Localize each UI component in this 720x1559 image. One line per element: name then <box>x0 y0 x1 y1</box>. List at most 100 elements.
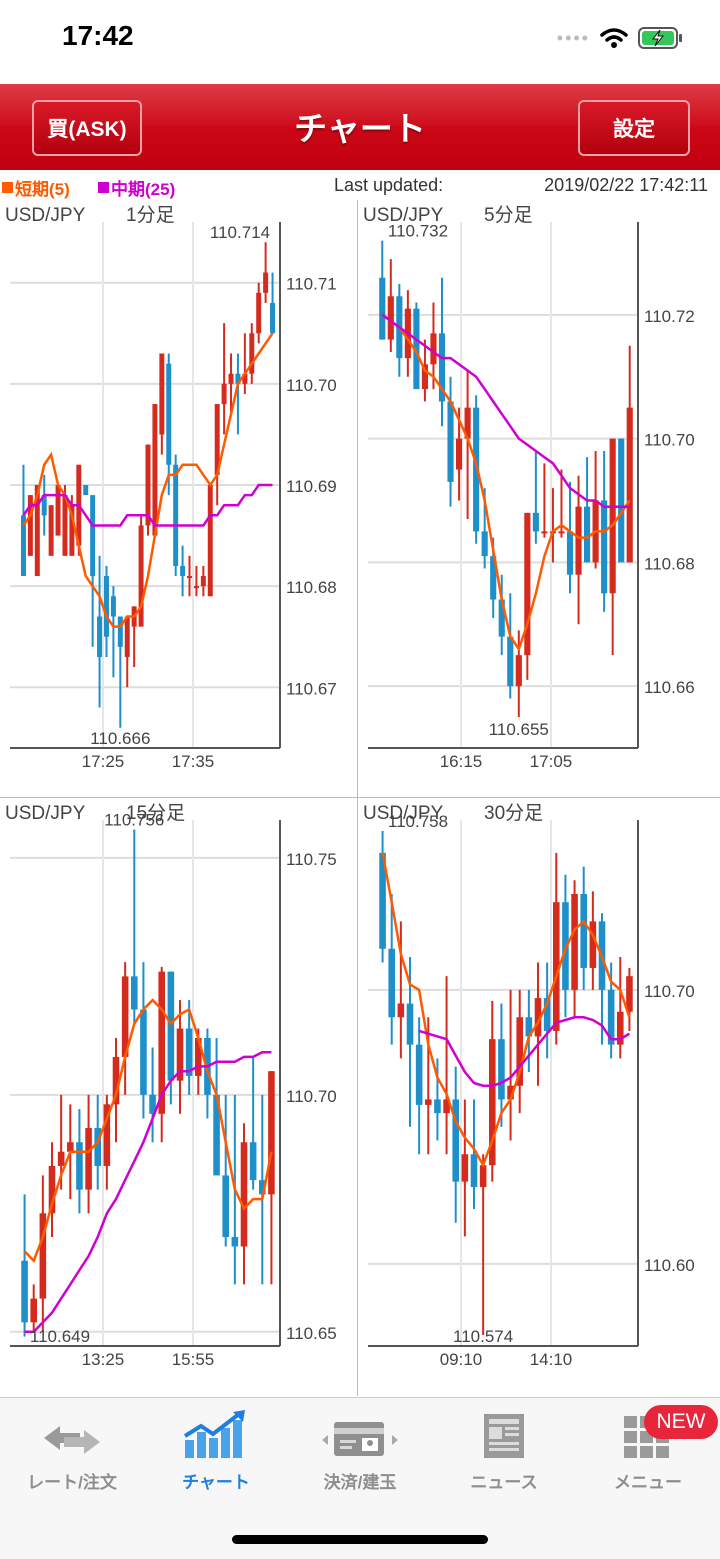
candle-body <box>421 364 429 390</box>
chart-panel-30min[interactable]: 110.70 110.60 09:10 14:10 USD/JPY 30分足 110.758… <box>358 798 716 1396</box>
y-tick-label: 110.75 <box>286 850 337 869</box>
tab-chart[interactable]: チャート <box>144 1408 288 1498</box>
candle-body <box>566 531 574 575</box>
candle-body <box>601 500 608 594</box>
legend-short-label: 短期(5) <box>15 180 70 199</box>
candle-body <box>57 1151 65 1166</box>
tab-news[interactable]: ニュース <box>432 1408 576 1498</box>
x-tick-label: 16:15 <box>440 752 483 771</box>
low-value-label: 110.574 <box>453 1327 513 1346</box>
candle-body <box>200 576 206 587</box>
chart-icon <box>181 1408 251 1460</box>
candle-body <box>490 556 497 600</box>
home-indicator[interactable] <box>232 1535 488 1544</box>
candle-body <box>515 655 522 687</box>
legend-mid-swatch <box>98 182 109 193</box>
candle-body <box>413 308 420 390</box>
candle-body <box>94 1128 102 1166</box>
tab-settlement[interactable]: 決済/建玉 <box>288 1408 432 1498</box>
new-badge: NEW <box>644 1405 718 1439</box>
cellular-signal-icon: •••• <box>556 27 590 48</box>
candle-body <box>83 485 89 496</box>
candle-body <box>589 921 597 968</box>
candle-body <box>149 1094 156 1114</box>
last-updated-time: 2019/02/22 17:42:11 <box>544 175 708 195</box>
y-tick-label: 110.70 <box>644 982 695 1001</box>
y-tick-label: 110.66 <box>644 678 695 697</box>
y-tick-label: 110.70 <box>286 1087 337 1106</box>
candle-body <box>69 505 75 556</box>
candle-body <box>379 277 386 340</box>
candle-body <box>41 495 47 516</box>
tab-bar: レート/注文 チャート <box>0 1397 720 1559</box>
y-tick-label: 110.68 <box>644 554 695 573</box>
ma-short-line <box>381 852 631 1169</box>
tab-rate-order[interactable]: レート/注文 <box>0 1408 144 1498</box>
chart-panel-5min[interactable]: 110.72 110.70 110.68 110.66 16:15 17:05 USD/JP… <box>358 200 716 798</box>
candle-body <box>438 333 446 402</box>
candle-body <box>112 1056 120 1105</box>
high-value-label: 110.758 <box>388 812 448 831</box>
candle-body <box>228 373 234 384</box>
candle-body <box>159 353 165 435</box>
candle-body <box>387 296 394 340</box>
x-tick-label: 14:10 <box>530 1350 573 1369</box>
candle-body <box>543 998 551 1031</box>
x-tick-label: 17:35 <box>172 752 215 771</box>
candle-body <box>455 438 463 470</box>
candle-body <box>185 1028 193 1076</box>
chart-panel-1min[interactable]: 110.71 110.70 110.69 110.68 110.67 17:25 17:35… <box>0 200 358 798</box>
candle-body <box>447 401 454 482</box>
candle-body <box>158 971 166 1114</box>
legend-row: 短期(5) 中期(25) Last updated: 2019/02/22 17… <box>0 170 720 200</box>
candle-body <box>173 464 179 566</box>
candle-body <box>249 333 255 374</box>
candle-body <box>532 512 539 532</box>
candle-body <box>193 586 199 589</box>
chart-symbol-label: USD/JPY <box>5 803 86 824</box>
candle-body <box>221 383 227 405</box>
candle-body <box>214 404 220 475</box>
candle-body <box>534 998 542 1037</box>
candle-body <box>213 1094 220 1176</box>
candle-body <box>481 531 488 557</box>
settlement-card-icon <box>320 1408 400 1460</box>
chart-timeframe-label: 1分足 <box>126 204 175 226</box>
chart-panel-15min[interactable]: 110.75 110.70 110.65 13:25 15:55 USD/JPY 15分足 1… <box>0 798 358 1396</box>
buy-ask-button[interactable]: 買(ASK) <box>32 100 142 156</box>
ma-mid-line <box>381 313 630 508</box>
x-tick-label: 15:55 <box>172 1350 215 1369</box>
wifi-icon <box>600 28 628 48</box>
candle-body <box>263 272 269 293</box>
chart-divider-horizontal <box>0 797 720 798</box>
candle-body <box>166 363 172 465</box>
candle-body <box>21 1260 28 1323</box>
candle-body <box>140 1009 147 1095</box>
candle-body <box>187 576 193 579</box>
candle-body <box>231 1237 239 1247</box>
candle-body <box>498 1039 505 1100</box>
candle-body <box>76 1142 83 1190</box>
candle-body <box>580 893 588 968</box>
candle-body <box>388 948 396 1018</box>
ma-mid-line <box>24 1050 272 1334</box>
candle-body <box>461 1154 469 1182</box>
ma-short-line <box>23 998 273 1263</box>
settings-button[interactable]: 設定 <box>578 100 690 156</box>
candle-body <box>626 976 633 1012</box>
candle-body <box>48 505 54 556</box>
candle-body <box>397 1003 405 1018</box>
candle-body <box>498 599 505 637</box>
candle-body <box>167 971 175 1081</box>
chart-svg-2: 110.72 110.70 110.68 110.66 16:15 17:05 USD/JP… <box>363 204 695 771</box>
chart-symbol-label: USD/JPY <box>5 205 86 226</box>
candle-body <box>430 333 437 365</box>
candle-body <box>194 1037 202 1076</box>
y-tick-label: 110.72 <box>644 307 695 326</box>
high-value-label: 110.756 <box>104 810 164 829</box>
candle-body <box>571 893 578 990</box>
low-value-label: 110.655 <box>489 720 549 739</box>
candle-body <box>152 404 158 536</box>
y-tick-label: 110.70 <box>286 376 337 395</box>
candle-body <box>249 1142 257 1181</box>
